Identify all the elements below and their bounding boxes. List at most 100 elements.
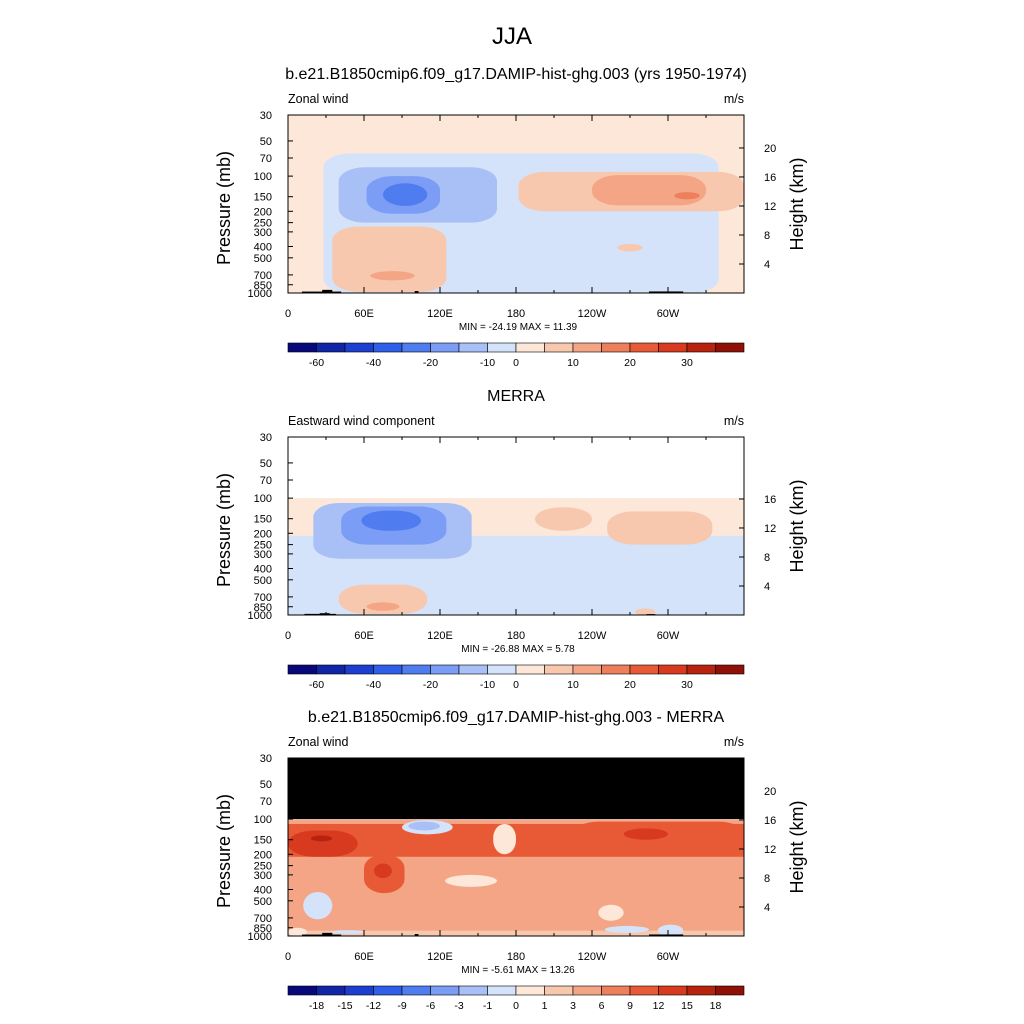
left-axis-label: Pressure (mb) <box>214 151 234 265</box>
colorbar-box <box>316 664 346 675</box>
pressure-tick-label: 200 <box>254 206 272 218</box>
colorbar-box <box>487 342 517 353</box>
colorbar-box <box>715 664 745 675</box>
pressure-tick-label: 850 <box>254 923 272 935</box>
min-max-stats: MIN = -5.61 MAX = 13.26 <box>461 965 575 976</box>
contour-fill <box>288 115 744 293</box>
colorbar-box <box>401 985 431 996</box>
pressure-tick-label: 30 <box>260 110 272 122</box>
colorbar-label: 9 <box>627 1000 633 1012</box>
figure-title: JJA <box>492 23 532 50</box>
lon-tick-label: 180 <box>507 630 525 642</box>
topography <box>301 291 342 293</box>
lon-tick-label: 120E <box>427 308 453 320</box>
pressure-tick-label: 1000 <box>248 610 272 622</box>
contour-region <box>331 930 364 934</box>
colorbar-label: 20 <box>624 679 636 691</box>
pressure-tick-label: 500 <box>254 896 272 908</box>
colorbar-box <box>686 664 716 675</box>
pressure-tick-label: 50 <box>260 458 272 470</box>
lon-tick-label: 180 <box>507 308 525 320</box>
colorbar-label: -20 <box>423 679 438 691</box>
panel-variable-label: Zonal wind <box>288 735 348 749</box>
colorbar-box <box>487 664 517 675</box>
contour-region <box>604 925 649 933</box>
lon-tick-label: 60W <box>657 308 680 320</box>
topography <box>322 289 333 293</box>
colorbar-label: 1 <box>542 1000 548 1012</box>
contour-region <box>361 510 421 531</box>
right-axis-label: Height (km) <box>787 800 807 893</box>
height-tick-label: 16 <box>764 172 776 184</box>
colorbar-label: -60 <box>309 679 324 691</box>
height-tick-label: 16 <box>764 494 776 506</box>
topography <box>649 934 684 936</box>
lon-tick-label: 60E <box>354 308 374 320</box>
masked-region <box>288 758 744 820</box>
colorbar-box <box>430 342 460 353</box>
contour-region <box>592 175 706 206</box>
colorbar-box <box>287 664 317 675</box>
colorbar-box <box>316 985 346 996</box>
left-axis-label: Pressure (mb) <box>214 794 234 908</box>
colorbar-label: -20 <box>423 357 438 369</box>
contour-fill <box>288 437 744 615</box>
colorbar-label: -12 <box>366 1000 381 1012</box>
colorbar-label: -40 <box>366 679 381 691</box>
pressure-tick-label: 400 <box>254 241 272 253</box>
contour-region <box>310 835 333 842</box>
pressure-tick-label: 400 <box>254 563 272 575</box>
colorbar-label: 15 <box>681 1000 693 1012</box>
pressure-tick-label: 100 <box>254 814 272 826</box>
pressure-tick-label: 1000 <box>248 288 272 300</box>
colorbar-label: -10 <box>480 357 495 369</box>
pressure-tick-label: 400 <box>254 884 272 896</box>
lon-tick-label: 60W <box>657 630 680 642</box>
right-axis-label: Height (km) <box>787 479 807 572</box>
pressure-tick-label: 700 <box>254 913 272 925</box>
colorbar-box <box>544 342 574 353</box>
colorbar-box <box>373 342 403 353</box>
pressure-tick-label: 100 <box>254 493 272 505</box>
contour-region <box>288 927 307 936</box>
contour-region <box>493 823 516 855</box>
lon-tick-label: 180 <box>507 951 525 963</box>
colorbar-box <box>458 664 488 675</box>
panel-units-label: m/s <box>724 92 744 106</box>
colorbar-box <box>430 985 460 996</box>
colorbar-label: 0 <box>513 1000 519 1012</box>
colorbar-box <box>458 342 488 353</box>
pressure-tick-label: 150 <box>254 514 272 526</box>
colorbar-box <box>715 342 745 353</box>
pressure-tick-label: 1000 <box>248 931 272 943</box>
topography <box>414 934 419 936</box>
pressure-tick-label: 150 <box>254 192 272 204</box>
panel-variable-label: Eastward wind component <box>288 414 435 428</box>
left-axis-label: Pressure (mb) <box>214 473 234 587</box>
colorbar-box <box>601 664 631 675</box>
contour-region <box>303 891 333 920</box>
colorbar-box <box>373 664 403 675</box>
colorbar-box <box>629 985 659 996</box>
colorbar-box <box>515 664 545 675</box>
pressure-tick-label: 50 <box>260 779 272 791</box>
contour-region <box>383 183 428 206</box>
colorbar-box <box>572 342 602 353</box>
lon-tick-label: 120W <box>578 308 607 320</box>
topography <box>322 932 333 936</box>
min-max-stats: MIN = -26.88 MAX = 5.78 <box>461 644 575 655</box>
colorbar-label: -18 <box>309 1000 324 1012</box>
pressure-tick-label: 300 <box>254 870 272 882</box>
colorbar-label: -1 <box>483 1000 492 1012</box>
contour-region <box>338 584 428 614</box>
contour-region <box>674 192 700 200</box>
colorbar-box <box>430 664 460 675</box>
height-tick-label: 12 <box>764 201 776 213</box>
colorbar-box <box>686 985 716 996</box>
topography <box>301 934 342 936</box>
colorbar-label: 30 <box>681 679 693 691</box>
colorbar-box <box>572 664 602 675</box>
colorbar-box <box>601 985 631 996</box>
colorbar-box <box>658 985 688 996</box>
colorbar-box <box>686 342 716 353</box>
